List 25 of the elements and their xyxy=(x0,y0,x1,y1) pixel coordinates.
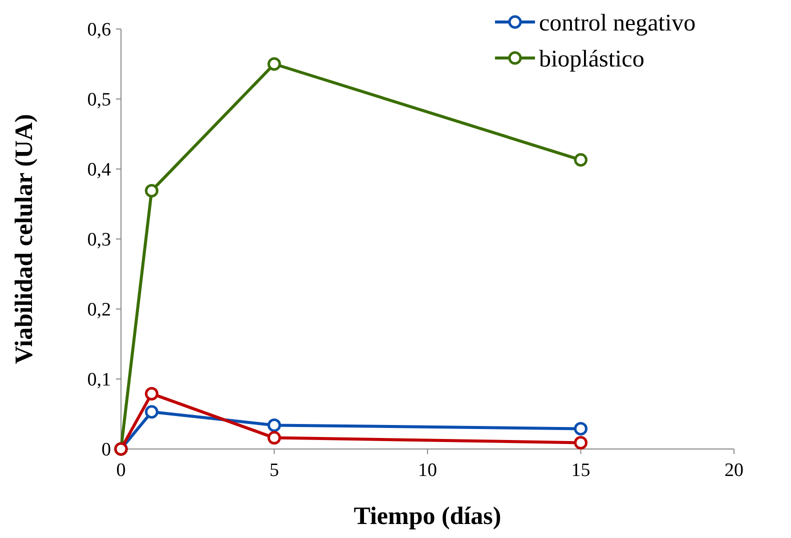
point xyxy=(144,405,158,419)
x-tick-label: 15 xyxy=(571,460,590,481)
y-tick-label: 0,3 xyxy=(87,230,111,251)
x-tick-label: 5 xyxy=(270,460,279,481)
point xyxy=(268,57,281,71)
x-tick-label: 20 xyxy=(724,460,744,481)
point xyxy=(268,431,281,445)
y-axis-title: Viabilidad celular (UA) xyxy=(11,114,38,364)
point xyxy=(144,386,158,400)
legend-label: control negativo xyxy=(539,10,696,36)
y-tick-label: 0,1 xyxy=(87,370,111,391)
y-tick-label: 0,5 xyxy=(87,90,111,111)
point xyxy=(574,153,588,167)
x-tick-label: 0 xyxy=(116,460,126,481)
point xyxy=(268,418,281,432)
x-tick-label: 10 xyxy=(418,460,437,481)
y-tick-label: 0,2 xyxy=(87,300,111,321)
legend-label: bioplástico xyxy=(539,46,644,72)
y-tick-label: 0,6 xyxy=(87,20,111,41)
point xyxy=(574,422,588,436)
point xyxy=(144,184,158,198)
x-axis-title: Tiempo (días) xyxy=(354,503,502,530)
y-tick-label: 0 xyxy=(102,440,111,461)
y-tick-label: 0,4 xyxy=(87,160,112,181)
point xyxy=(574,436,588,450)
